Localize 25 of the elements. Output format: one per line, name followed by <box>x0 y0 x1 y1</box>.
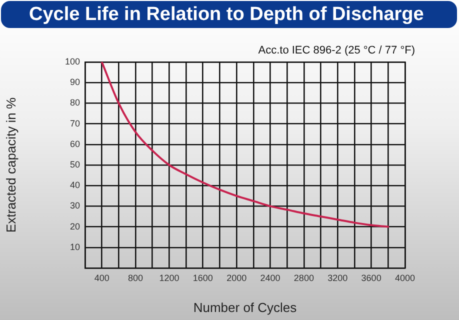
chart-title: Cycle Life in Relation to Depth of Discharge <box>1 1 457 28</box>
y-tick-label: 40 <box>70 180 80 190</box>
y-tick-label: 60 <box>70 138 80 149</box>
y-tick-label: 20 <box>70 221 80 232</box>
x-tick-label: 1200 <box>159 272 180 283</box>
y-axis-title: Extracted capacity in % <box>3 97 18 233</box>
y-tick-label: 100 <box>64 56 80 66</box>
x-tick-label: 800 <box>128 272 144 283</box>
y-tick-label: 10 <box>70 242 80 252</box>
x-tick-label: 4000 <box>394 272 416 283</box>
x-tick-label: 1600 <box>192 272 213 283</box>
text: Acc.to IEC 896-2 (25 °C / 77 °F) <box>258 44 415 57</box>
x-tick-label: 2400 <box>260 272 280 283</box>
y-tick-label: 70 <box>70 118 80 128</box>
line-series <box>100 62 390 228</box>
x-tick-label: 3200 <box>328 272 348 283</box>
x-tick-label: 400 <box>94 272 110 283</box>
x-tick-label: 2800 <box>294 272 314 283</box>
y-tick-label: 30 <box>70 200 80 211</box>
y-tick-label: 80 <box>70 98 80 108</box>
x-tick-label: 2000 <box>226 272 247 283</box>
y-tick-label: 90 <box>70 77 80 88</box>
x-axis-title: Number of Cycles <box>193 300 298 315</box>
x-tick-label: 3600 <box>361 272 382 283</box>
y-tick-label: 50 <box>70 159 80 170</box>
